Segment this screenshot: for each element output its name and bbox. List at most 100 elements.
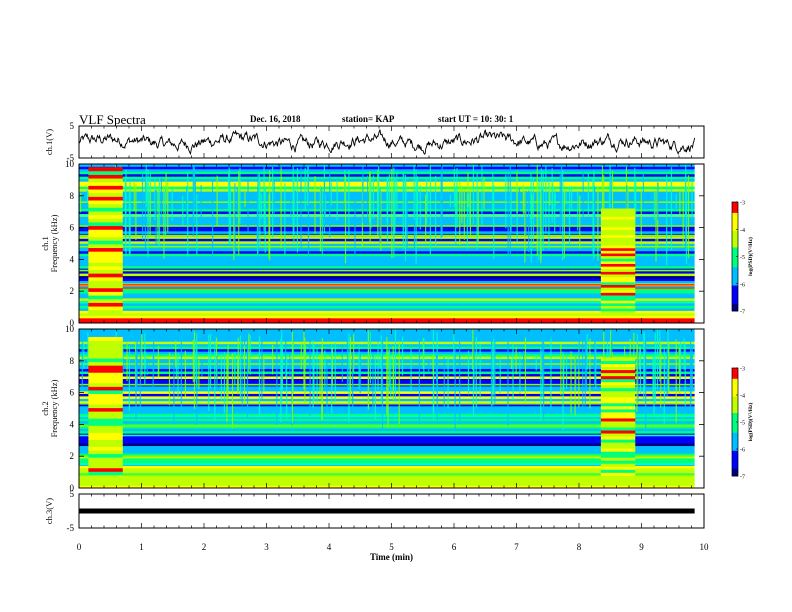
colorbar-cell [732, 389, 738, 392]
burst-cell [600, 308, 636, 312]
sferic-streak [507, 174, 509, 258]
colorbar-cell [732, 260, 738, 263]
burst-cell [88, 439, 123, 444]
burst-cell [88, 432, 123, 437]
sferic-streak [594, 186, 596, 226]
narrowband-line [79, 455, 704, 457]
colorbar-cell [732, 220, 738, 223]
burst-cell [88, 365, 123, 370]
x-tick-label: 5 [389, 542, 394, 552]
sferic-streak [518, 187, 521, 212]
burst-cell [88, 464, 123, 469]
burst-cell [600, 268, 636, 272]
sferic-streak [377, 342, 379, 390]
colorbar-cell [732, 418, 738, 421]
sferic-streak [211, 178, 214, 264]
burst-cell [600, 475, 636, 479]
colorbar-cell [732, 470, 738, 473]
colorbar-tick-label: -4 [740, 394, 745, 400]
sferic-streak [198, 359, 200, 389]
sferic-streak [571, 185, 573, 211]
sferic-streak [128, 345, 130, 411]
burst-cell [88, 265, 123, 270]
ch2_spec-ylabel: ch.2 [40, 401, 50, 415]
burst-cell [88, 280, 123, 285]
spectrogram-row [79, 473, 704, 476]
spectrogram-row [79, 458, 704, 461]
sferic-streak [122, 347, 124, 373]
sferic-streak [380, 192, 382, 251]
sferic-streak [259, 179, 261, 247]
sferic-streak [691, 345, 693, 388]
sferic-streak [209, 333, 212, 389]
sferic-streak [656, 329, 659, 389]
colorbar-cell [732, 413, 738, 416]
colorbar-cell [732, 301, 738, 305]
spectrogram-row [79, 265, 704, 269]
sferic-streak [153, 338, 155, 373]
sferic-streak [541, 189, 543, 232]
sferic-streak [531, 195, 533, 219]
burst-cell [600, 369, 636, 374]
burst-cell [88, 251, 123, 256]
sferic-streak [456, 168, 458, 228]
burst-cell [600, 472, 636, 476]
sferic-streak [264, 187, 266, 253]
sferic-streak [426, 178, 428, 227]
colorbar-cell [732, 203, 738, 207]
colorbar-cell [732, 291, 738, 294]
colorbar-cell [732, 420, 738, 423]
spectrogram-row [79, 438, 704, 442]
sferic-streak [157, 188, 159, 245]
sferic-streak [313, 344, 315, 401]
burst-cell [88, 436, 123, 440]
spectrogram-row [79, 275, 704, 279]
sferic-streak [316, 348, 318, 403]
colorbar-cell [732, 292, 738, 296]
colorbar-cell [732, 300, 738, 303]
sferic-streak [559, 174, 561, 234]
spectrogram-row [79, 453, 704, 456]
burst-cell [600, 208, 636, 212]
sferic-streak [578, 338, 580, 370]
sferic-streak [220, 353, 222, 402]
burst-cell [600, 421, 636, 425]
sferic-streak [141, 172, 144, 240]
y-tick-label: 6 [70, 388, 75, 398]
x-axis-title: Time (min) [370, 552, 413, 562]
sferic-streak [126, 342, 128, 382]
colorbar-cell [732, 238, 738, 241]
sferic-streak [86, 190, 89, 203]
colorbar-cell [732, 202, 738, 205]
ch2_spec-ylabel: Frequency (kHz) [49, 379, 59, 437]
burst-cell [600, 418, 636, 422]
sferic-streak [595, 343, 597, 389]
sferic-streak [655, 188, 657, 262]
narrowband-line [79, 287, 704, 289]
burst-cell [600, 436, 636, 440]
sferic-streak [171, 186, 173, 221]
sferic-streak [640, 189, 642, 246]
sferic-streak [594, 330, 596, 386]
sferic-streak [141, 334, 143, 376]
sferic-streak [481, 166, 483, 226]
colorbar-cell [732, 240, 738, 243]
sferic-streak [320, 187, 322, 214]
colorbar-cell [732, 303, 738, 306]
spectrogram-row [79, 408, 704, 412]
burst-cell [600, 242, 636, 246]
colorbar-cell [732, 223, 738, 227]
sferic-streak [493, 338, 495, 395]
sferic-streak [81, 336, 83, 389]
sferic-streak [657, 182, 659, 220]
narrowband-line [79, 284, 704, 286]
colorbar-cell [732, 272, 738, 276]
sferic-streak [372, 354, 374, 410]
sferic-streak [666, 349, 668, 397]
y-tick-label: 2 [70, 451, 75, 461]
spectrogram-row [79, 398, 704, 402]
sferic-streak [149, 191, 151, 238]
burst-cell [88, 247, 123, 252]
spectrogram-row [79, 303, 704, 306]
spectrogram-row [79, 298, 704, 301]
